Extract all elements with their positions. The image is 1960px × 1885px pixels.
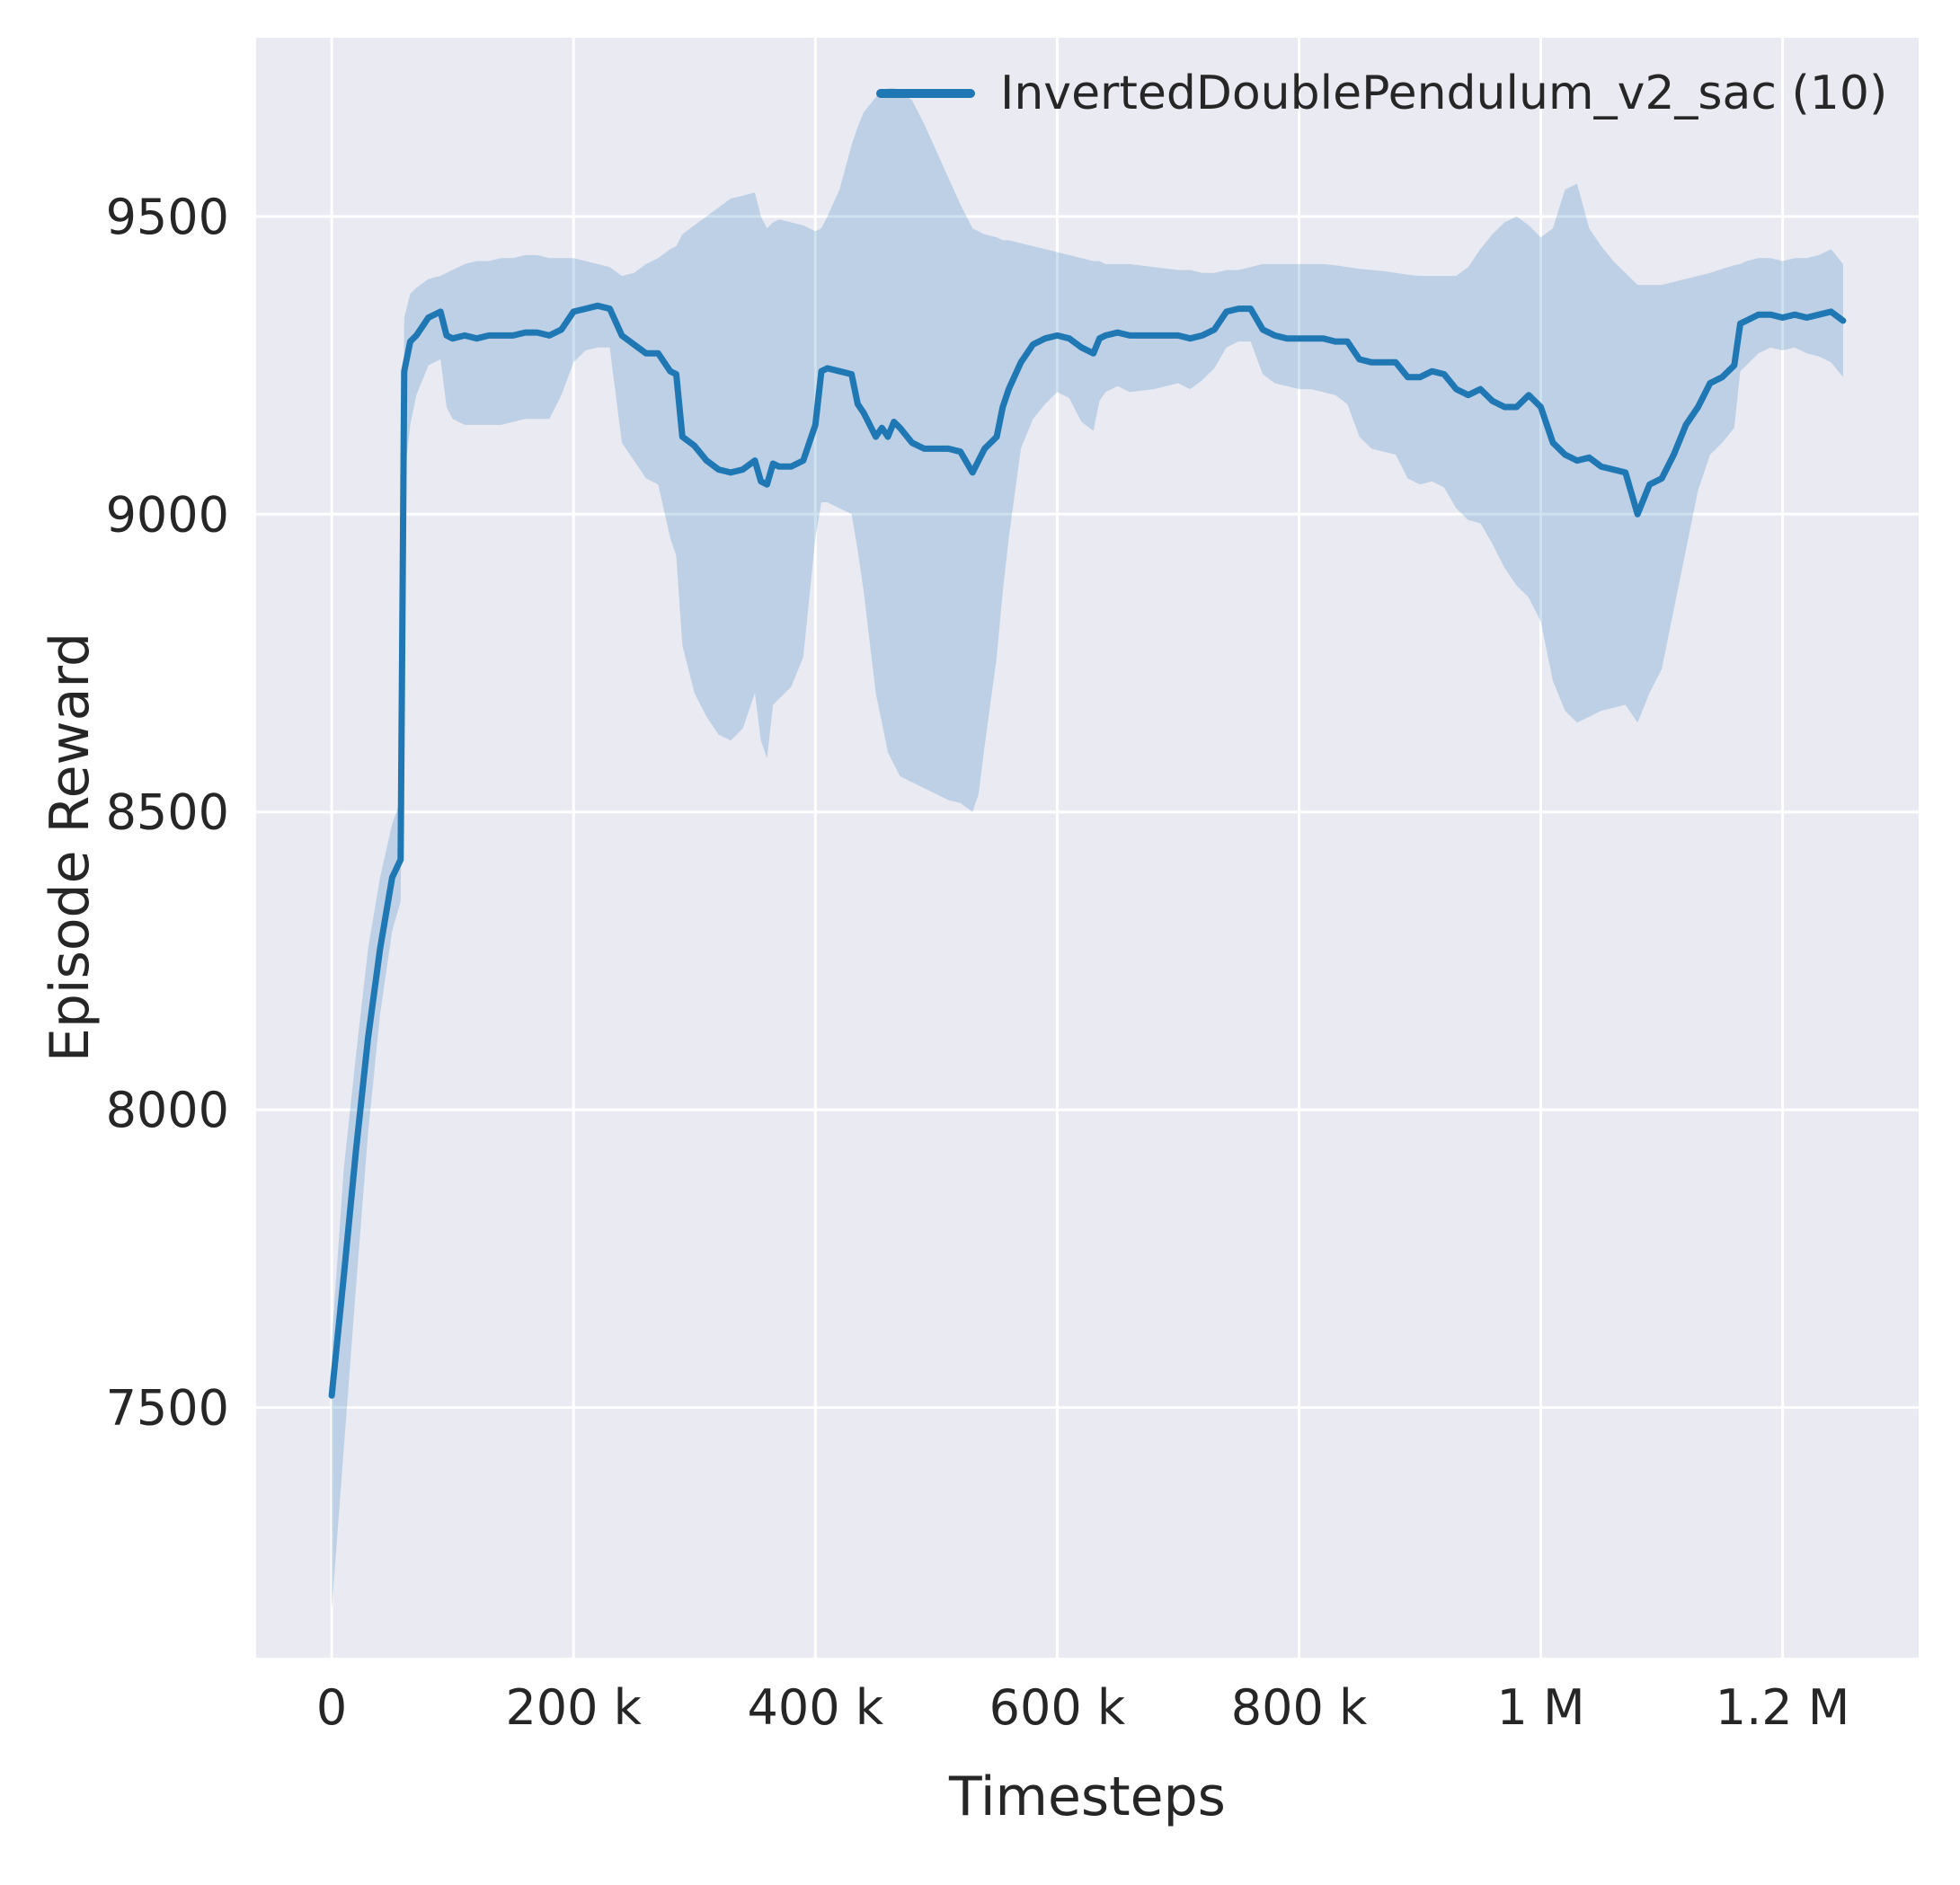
x-tick-label: 1.2 M <box>1716 1679 1850 1736</box>
legend-line-swatch <box>876 89 975 98</box>
x-tick-label: 600 k <box>989 1679 1126 1736</box>
y-tick-label: 9000 <box>106 486 229 543</box>
x-tick-label: 400 k <box>748 1679 884 1736</box>
x-axis-label: Timesteps <box>949 1766 1226 1828</box>
plot-area <box>256 38 1919 1658</box>
x-tick-label: 200 k <box>505 1679 642 1736</box>
y-tick-label: 7500 <box>106 1380 229 1437</box>
mean-line <box>328 302 1847 1399</box>
legend: InvertedDoublePendulum_v2_sac (10) <box>876 65 1887 122</box>
x-tick-label: 0 <box>316 1679 347 1736</box>
x-tick-label: 1 M <box>1496 1679 1584 1736</box>
y-axis-label: Episode Reward <box>39 632 102 1063</box>
y-tick-label: 8500 <box>106 784 229 841</box>
y-tick-label: 8000 <box>106 1082 229 1138</box>
x-tick-label: 800 k <box>1231 1679 1368 1736</box>
legend-label: InvertedDoublePendulum_v2_sac (10) <box>1000 66 1888 120</box>
y-tick-label: 9500 <box>106 189 229 245</box>
confidence-band <box>332 88 1843 1610</box>
